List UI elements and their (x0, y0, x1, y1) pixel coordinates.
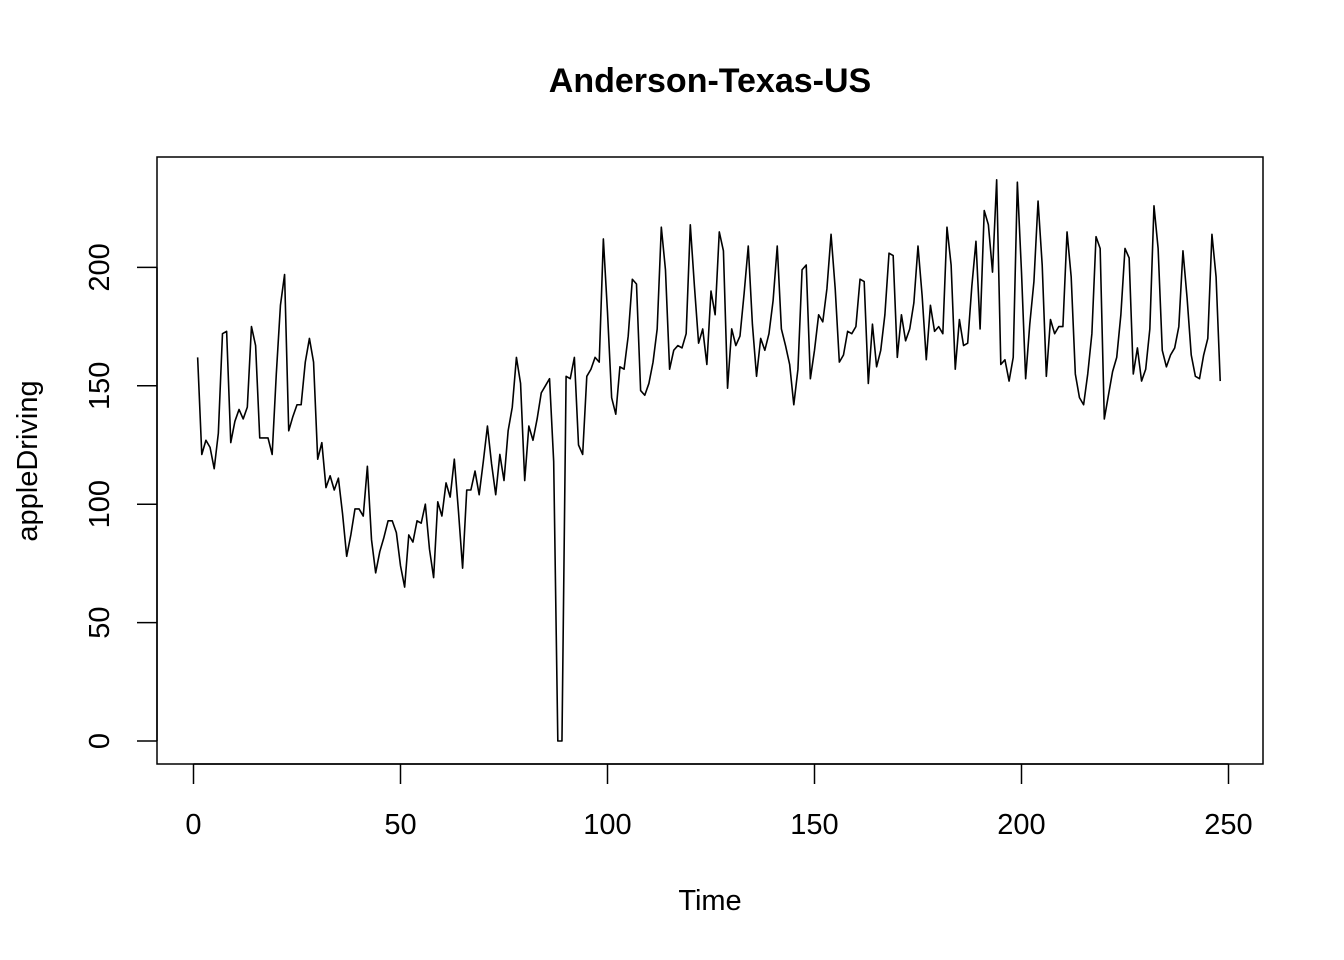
x-axis-label: Time (678, 885, 741, 917)
x-tick-label: 200 (997, 809, 1045, 841)
series-line (196, 178, 1222, 742)
y-tick-label: 150 (84, 362, 116, 410)
y-axis-label: appleDriving (12, 380, 44, 541)
x-tick-label: 100 (583, 809, 631, 841)
x-tick-label: 150 (790, 809, 838, 841)
y-tick-label: 100 (84, 480, 116, 528)
y-tick-label: 50 (84, 606, 116, 638)
x-tick-label: 0 (185, 809, 201, 841)
x-tick-label: 50 (384, 809, 416, 841)
chart-title: Anderson-Texas-US (549, 62, 871, 100)
y-tick-label: 200 (84, 243, 116, 291)
y-axis: 0 50 100 150 200 (84, 243, 158, 749)
x-tick-label: 250 (1204, 809, 1252, 841)
y-tick-label: 0 (84, 733, 116, 749)
x-axis: 0 50 100 150 200 250 (185, 763, 1253, 841)
